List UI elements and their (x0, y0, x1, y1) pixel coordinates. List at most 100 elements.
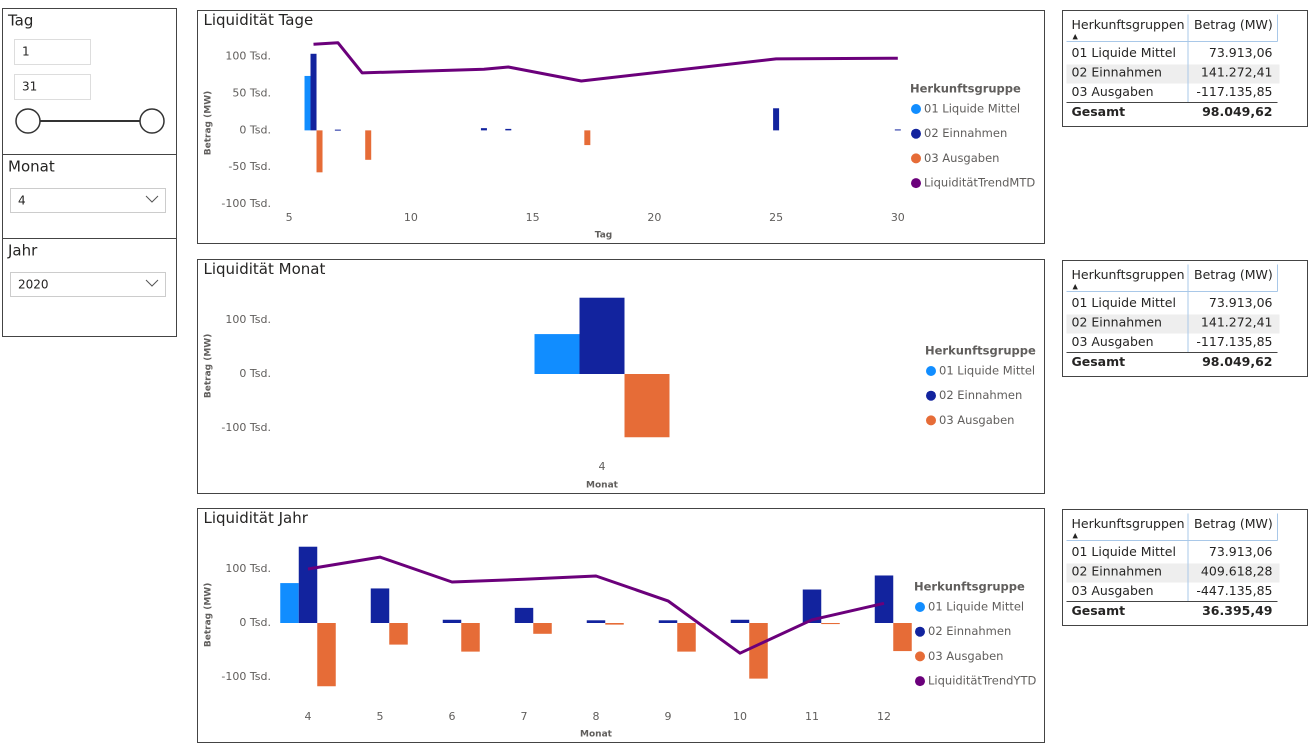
legend-label: 02 Einnahmen (924, 126, 1007, 140)
column-header: Betrag (MW) (1194, 267, 1273, 282)
x-axis-title: Monat (580, 730, 613, 740)
x-tick-label: 10 (404, 211, 418, 224)
legend-marker (911, 178, 921, 189)
bar (773, 108, 780, 131)
sort-indicator: ▲ (1073, 532, 1079, 540)
x-tick-label: 6 (449, 710, 456, 723)
bar (442, 619, 462, 623)
bar (480, 128, 487, 131)
y-tick-label: 100 Tsd. (225, 562, 271, 575)
bar (317, 623, 336, 687)
trend-line (313, 41, 898, 83)
y-tick-label: -100 Tsd. (221, 197, 271, 210)
legend-marker (911, 153, 921, 164)
x-tick-label: 7 (521, 710, 528, 723)
legend-marker (911, 104, 921, 114)
legend-marker (926, 415, 936, 426)
legend-marker (915, 602, 925, 612)
total-value: 98.049,62 (1202, 354, 1272, 369)
slider-handle[interactable] (139, 108, 165, 134)
bar (874, 575, 894, 623)
x-axis-title: Monat (586, 481, 619, 491)
x-tick-label: 4 (305, 710, 312, 723)
cell-label: 02 Einnahmen (1072, 315, 1162, 330)
bar (304, 75, 311, 131)
total-value: 36.395,49 (1202, 603, 1272, 618)
y-axis-title: Betrag (MW) (204, 334, 214, 398)
y-axis-title: Betrag (MW) (204, 583, 214, 647)
legend-marker (915, 676, 925, 687)
total-label: Gesamt (1072, 603, 1126, 618)
legend-title: Herkunftsgruppe (914, 580, 1025, 594)
legend-label: 03 Ausgaben (928, 649, 1003, 663)
bar (316, 130, 323, 173)
dropdown[interactable] (10, 272, 166, 297)
column-header: Betrag (MW) (1194, 17, 1273, 32)
trend-line (307, 555, 885, 655)
column-header: Herkunftsgruppen (1072, 516, 1185, 531)
bar (370, 588, 390, 623)
bar (533, 623, 552, 634)
bar (514, 607, 534, 623)
range-input[interactable] (14, 39, 91, 65)
legend-label: 02 Einnahmen (928, 624, 1011, 638)
legend-marker (915, 626, 925, 637)
x-tick-label: 12 (877, 710, 891, 723)
x-tick-label: 5 (286, 211, 293, 224)
legend-label: LiquiditätTrendYTD (928, 674, 1036, 688)
slicer-title: Jahr (7, 242, 38, 260)
bar (280, 583, 299, 623)
y-tick-label: 0 Tsd. (239, 616, 271, 629)
bar (579, 297, 625, 374)
sort-indicator: ▲ (1073, 33, 1079, 41)
bar (365, 130, 372, 160)
row-highlight (1066, 64, 1280, 84)
legend-marker (926, 366, 936, 376)
slider-handle[interactable] (15, 108, 41, 134)
range-input[interactable] (14, 74, 91, 100)
x-tick-label: 10 (733, 710, 747, 723)
x-axis-title: Tag (595, 231, 613, 241)
y-tick-label: 0 Tsd. (239, 367, 271, 380)
chart-title: Liquidität Monat (204, 260, 326, 278)
y-tick-label: 100 Tsd. (225, 313, 271, 326)
bar (894, 129, 901, 131)
cell-value: 73.913,06 (1209, 544, 1273, 559)
cell-value: 73.913,06 (1209, 295, 1273, 310)
legend-marker (915, 651, 925, 662)
bar (893, 623, 912, 652)
cell-value: -447.135,85 (1196, 583, 1272, 598)
chart-frame (197, 10, 1045, 244)
legend-marker (911, 128, 921, 139)
x-tick-label: 8 (593, 710, 600, 723)
total-value: 98.049,62 (1202, 104, 1272, 119)
sort-indicator: ▲ (1073, 283, 1079, 291)
y-tick-label: 0 Tsd. (239, 123, 271, 136)
cell-label: 03 Ausgaben (1072, 84, 1154, 99)
x-tick-label: 5 (377, 710, 384, 723)
bar (534, 334, 580, 374)
bar (298, 546, 318, 623)
x-tick-label: 30 (891, 211, 905, 224)
range-from: 1 (22, 45, 30, 59)
bar (749, 623, 768, 679)
dropdown[interactable] (10, 188, 166, 213)
chart-title: Liquidität Tage (204, 11, 314, 29)
y-tick-label: -100 Tsd. (221, 421, 271, 434)
bar (821, 623, 840, 625)
bar (584, 130, 591, 146)
cell-value: 409.618,28 (1201, 564, 1273, 579)
cell-label: 01 Liquide Mittel (1072, 45, 1176, 60)
total-label: Gesamt (1072, 104, 1126, 119)
y-tick-label: -100 Tsd. (221, 670, 271, 683)
bar (461, 623, 480, 652)
legend-label: 02 Einnahmen (939, 388, 1022, 402)
y-tick-label: 100 Tsd. (225, 50, 271, 63)
cell-label: 02 Einnahmen (1072, 65, 1162, 80)
legend-title: Herkunftsgruppe (925, 344, 1036, 358)
slicer-title: Monat (8, 158, 55, 176)
bar (658, 620, 678, 623)
range-to: 31 (22, 80, 37, 94)
bar (730, 619, 750, 623)
